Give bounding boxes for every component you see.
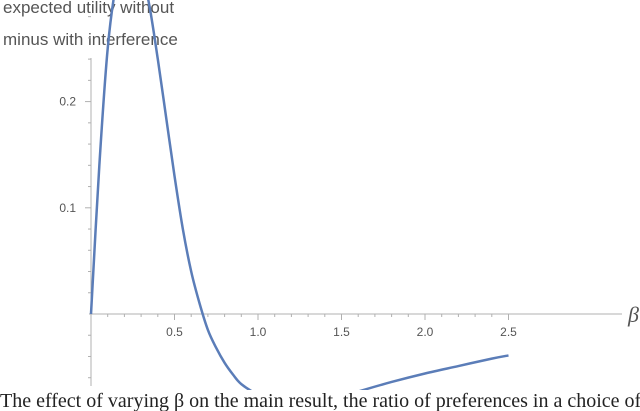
x-tick-label: 1.5 xyxy=(333,325,350,339)
x-tick-label: 0.5 xyxy=(166,325,183,339)
y-axis-label-line-2: minus with interference xyxy=(3,30,178,49)
series-group xyxy=(89,0,509,390)
y-axis-label-line-1: expected utility without xyxy=(3,0,175,17)
figure-caption: The effect of varying β on the main resu… xyxy=(0,390,640,411)
y-tick-label: 0.1 xyxy=(59,201,76,215)
y-tick-label: 0.2 xyxy=(59,95,76,109)
plot-area: 0.51.01.52.02.5-0.10.10.20.3 β xyxy=(59,0,639,390)
x-tick-label: 1.0 xyxy=(250,325,267,339)
y-tick-label: 0.3 xyxy=(59,0,76,2)
x-tick-label: 2.0 xyxy=(417,325,434,339)
x-tick-label: 2.5 xyxy=(500,325,517,339)
series-line xyxy=(89,0,509,390)
x-axis-label: β xyxy=(627,302,639,327)
axes xyxy=(89,58,622,386)
ticks: 0.51.01.52.02.5-0.10.10.20.3 xyxy=(59,0,517,379)
